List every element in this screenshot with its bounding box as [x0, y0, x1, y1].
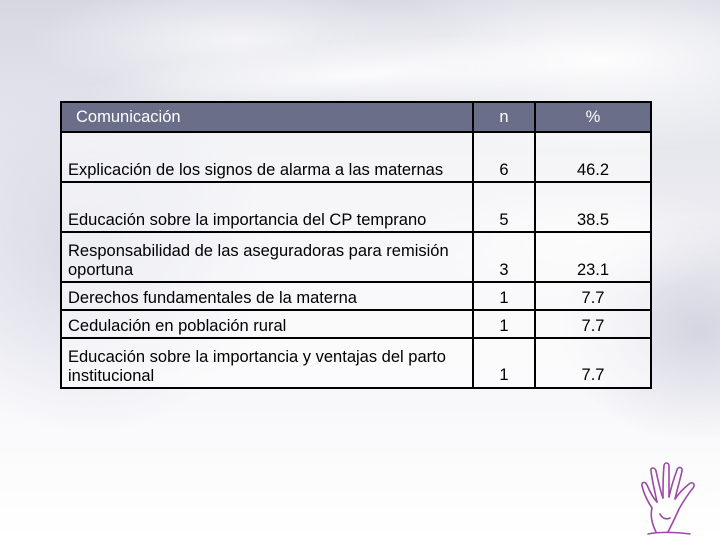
header-comunicacion: Comunicación: [60, 101, 474, 133]
table-row: Cedulación en población rural 1 7.7: [60, 309, 652, 339]
row-percent: 23.1: [534, 231, 652, 283]
row-label: Responsabilidad de las aseguradoras para…: [60, 231, 474, 283]
table-row: Responsabilidad de las aseguradoras para…: [60, 231, 652, 283]
row-percent: 46.2: [534, 131, 652, 183]
row-n: 6: [472, 131, 536, 183]
table-header-row: Comunicación n %: [60, 101, 652, 133]
row-n: 5: [472, 181, 536, 233]
row-percent: 7.7: [534, 281, 652, 311]
table-row: Educación sobre la importancia del CP te…: [60, 181, 652, 233]
header-n: n: [472, 101, 536, 133]
row-percent: 7.7: [534, 337, 652, 389]
table-row: Educación sobre la importancia y ventaja…: [60, 337, 652, 389]
table-row: Explicación de los signos de alarma a la…: [60, 131, 652, 183]
header-percent: %: [534, 101, 652, 133]
row-label: Educación sobre la importancia y ventaja…: [60, 337, 474, 389]
communication-table: Comunicación n % Explicación de los sign…: [60, 101, 652, 389]
hand-icon: [638, 462, 710, 536]
row-n: 1: [472, 337, 536, 389]
row-n: 3: [472, 231, 536, 283]
row-label: Explicación de los signos de alarma a la…: [60, 131, 474, 183]
row-label: Cedulación en población rural: [60, 309, 474, 339]
row-n: 1: [472, 309, 536, 339]
row-percent: 7.7: [534, 309, 652, 339]
row-n: 1: [472, 281, 536, 311]
row-label: Derechos fundamentales de la materna: [60, 281, 474, 311]
row-label: Educación sobre la importancia del CP te…: [60, 181, 474, 233]
table-row: Derechos fundamentales de la materna 1 7…: [60, 281, 652, 311]
row-percent: 38.5: [534, 181, 652, 233]
